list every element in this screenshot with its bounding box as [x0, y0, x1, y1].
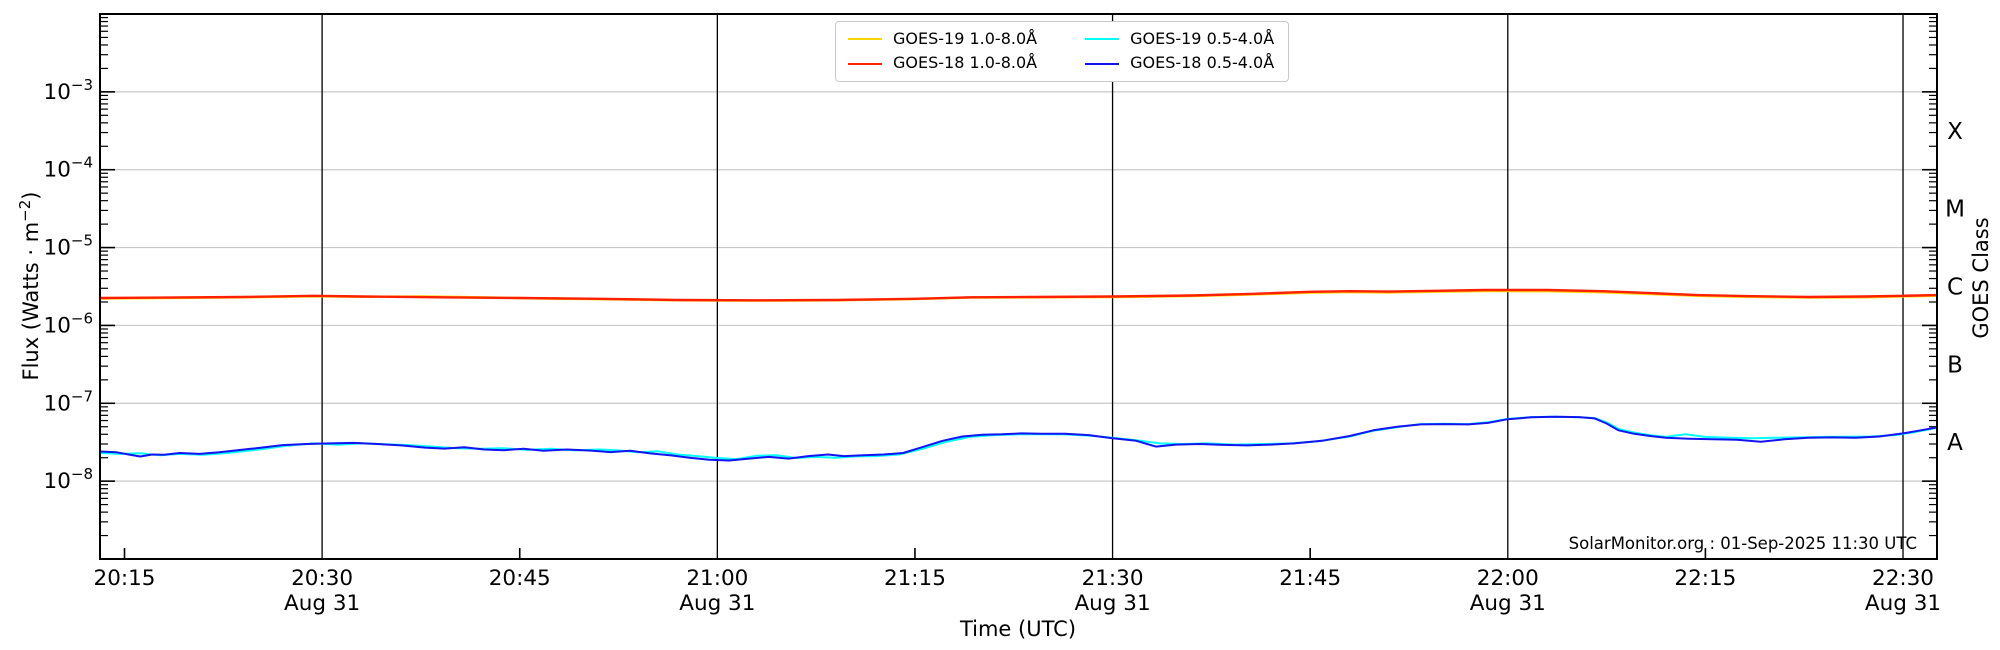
legend-swatch-goes19-long	[848, 38, 882, 41]
legend-label-goes19-short: GOES-19 0.5-4.0Å	[1130, 29, 1275, 48]
y-tick-label: 10−8	[44, 465, 93, 494]
x-tick-label: 21:00	[686, 566, 748, 591]
goes-class-label: X	[1947, 119, 1963, 145]
attribution-text: SolarMonitor.org : 01-Sep-2025 11:30 UTC	[1569, 534, 1917, 553]
legend-label-goes18-long: GOES-18 1.0-8.0Å	[893, 53, 1038, 73]
x-tick-label: 21:30	[1082, 566, 1144, 591]
y-axis-title-suffix: )	[19, 191, 43, 199]
legend-item-goes19-short: GOES-19 0.5-4.0Å	[1085, 29, 1275, 48]
y-tick-label: 10−6	[44, 309, 93, 338]
x-date-label: Aug 31	[679, 591, 755, 616]
x-date-label: Aug 31	[1074, 591, 1150, 616]
y-tick-label: 10−7	[44, 387, 93, 416]
x-tick-label: 22:00	[1477, 566, 1539, 591]
legend-swatch-goes18-short	[1085, 62, 1120, 65]
chart-legend: GOES-19 1.0-8.0Å GOES-18 1.0-8.0Å GOES-1…	[835, 21, 1290, 82]
x-tick-label: 21:45	[1279, 566, 1341, 591]
y-tick-label: 10−3	[44, 76, 93, 105]
goes-class-label: M	[1945, 197, 1965, 223]
legend-item-goes19-long: GOES-19 1.0-8.0Å	[848, 29, 1038, 48]
x-date-label: Aug 31	[284, 591, 360, 616]
legend-item-goes18-short: GOES-18 0.5-4.0Å	[1085, 53, 1275, 73]
x-tick-label: 21:15	[884, 566, 946, 591]
x-tick-label: 20:45	[489, 566, 551, 591]
y-axis-title: Flux (Watts · m−2)	[16, 191, 43, 380]
y-tick-label: 10−4	[44, 154, 93, 183]
plot-border	[99, 13, 1938, 560]
legend-swatch-goes18-long	[848, 62, 882, 65]
x-date-label: Aug 31	[1470, 591, 1546, 616]
y-tick-label: 10−5	[44, 232, 93, 261]
series-goes18-short	[99, 415, 1938, 462]
y-axis-title-prefix: Flux (Watts · m	[19, 222, 43, 381]
x-date-label: Aug 31	[1865, 591, 1941, 616]
right-axis-title: GOES Class	[1969, 217, 1993, 338]
legend-label-goes18-short: GOES-18 0.5-4.0Å	[1130, 53, 1275, 73]
legend-swatch-goes19-short	[1085, 38, 1120, 41]
x-tick-label: 20:30	[291, 566, 353, 591]
goes-class-label: B	[1947, 352, 1963, 378]
x-axis-title: Time (UTC)	[959, 617, 1076, 641]
goes-class-label: A	[1947, 430, 1963, 456]
x-tick-label: 22:30	[1872, 566, 1934, 591]
series-goes18-long	[98, 288, 1939, 302]
y-axis-title-sup: −2	[16, 200, 34, 222]
legend-item-goes18-long: GOES-18 1.0-8.0Å	[848, 53, 1038, 73]
legend-label-goes19-long: GOES-19 1.0-8.0Å	[893, 29, 1038, 48]
x-tick-label: 22:15	[1674, 566, 1736, 591]
goes-class-label: C	[1947, 275, 1963, 301]
x-tick-label: 20:15	[94, 566, 156, 591]
